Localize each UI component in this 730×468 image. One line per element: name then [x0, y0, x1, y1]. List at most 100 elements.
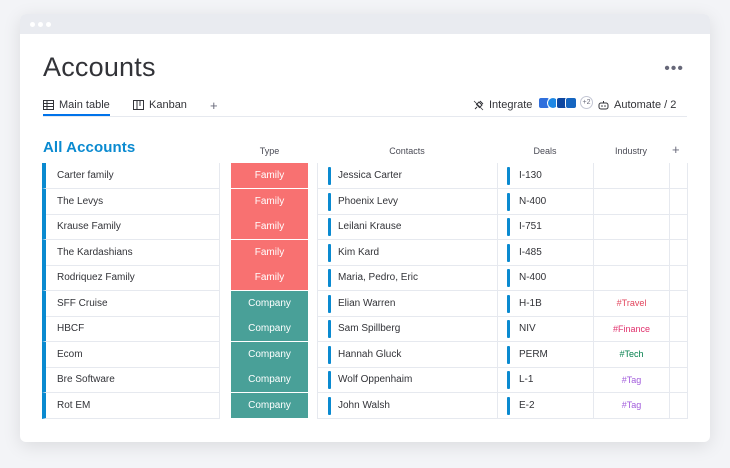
industry-cell[interactable]: #Tag [593, 367, 669, 393]
deal-code: L-1 [519, 374, 534, 385]
deal-cell[interactable]: N-400 [497, 265, 593, 291]
industry-cell[interactable]: #Tag [593, 392, 669, 419]
deal-code: I-130 [519, 170, 542, 181]
account-name: Rodriquez Family [57, 272, 135, 283]
contact-cell[interactable]: Maria, Pedro, Eric [317, 265, 497, 291]
deal-cell[interactable]: NIV [497, 316, 593, 342]
industry-cell[interactable] [593, 163, 669, 189]
type-label: Family [254, 195, 285, 207]
type-status-cell[interactable]: Family [231, 265, 308, 291]
column-header-contacts[interactable]: Contacts [389, 146, 425, 156]
industry-cell[interactable] [593, 214, 669, 240]
type-status-cell[interactable]: Family [231, 163, 308, 189]
integration-icons[interactable]: +2 [538, 96, 593, 109]
tab-kanban[interactable]: Kanban [133, 99, 187, 111]
robot-icon [598, 101, 609, 110]
deal-code: N-400 [519, 195, 547, 207]
industry-cell[interactable]: #Tech [593, 341, 669, 368]
account-name: Ecom [57, 348, 83, 360]
type-status-cell[interactable]: Company [231, 290, 308, 317]
contact-cell[interactable]: Phoenix Levy [317, 188, 497, 215]
empty-cell [669, 367, 688, 393]
account-name-cell[interactable]: Ecom [42, 341, 220, 368]
contact-name: Leilani Krause [338, 221, 402, 232]
deal-code: I-751 [519, 221, 542, 232]
type-status-cell[interactable]: Company [231, 367, 308, 393]
page-title: Accounts [43, 52, 156, 82]
contact-cell[interactable]: Kim Kard [317, 239, 497, 266]
table-row[interactable]: Krause Family Family Leilani Krause I-751 [42, 214, 688, 240]
table-row[interactable]: Rodriquez Family Family Maria, Pedro, Eric… [42, 265, 688, 291]
type-status-cell[interactable]: Company [231, 316, 308, 342]
contact-name: Jessica Carter [338, 170, 402, 181]
contact-cell[interactable]: Sam Spillberg [317, 316, 497, 342]
column-header-industry[interactable]: Industry [614, 146, 647, 156]
contact-cell[interactable]: Elian Warren [317, 290, 497, 317]
industry-cell[interactable]: #Travel [593, 290, 669, 317]
empty-cell [669, 214, 688, 240]
account-name: SFF Cruise [57, 297, 108, 309]
contact-cell[interactable]: John Walsh [317, 392, 497, 419]
deal-cell[interactable]: I-130 [497, 163, 593, 189]
table-row[interactable]: Bre Software Company Wolf Oppenhaim L-1 #Tag [42, 367, 688, 393]
industry-cell[interactable] [593, 265, 669, 291]
group-title[interactable]: All Accounts [43, 139, 136, 156]
industry-cell[interactable]: #Finance [593, 316, 669, 342]
table-row[interactable]: SFF Cruise Company Elian Warren H-1B #Travel [42, 290, 688, 317]
add-column-button[interactable]: + [672, 142, 680, 157]
window-titlebar [20, 14, 710, 34]
table-row[interactable]: Rot EM Company John Walsh E-2 #Tag [42, 392, 688, 419]
type-status-cell[interactable]: Family [231, 239, 308, 266]
account-name: The Levys [57, 195, 104, 207]
account-name-cell[interactable]: SFF Cruise [42, 290, 220, 317]
account-name: Krause Family [57, 221, 121, 232]
deal-cell[interactable]: I-485 [497, 239, 593, 266]
column-header-type[interactable]: Type [259, 146, 280, 156]
table-row[interactable]: The Levys Family Phoenix Levy N-400 [42, 188, 688, 215]
account-name-cell[interactable]: Carter family [42, 163, 220, 189]
type-label: Company [248, 374, 291, 385]
account-name-cell[interactable]: The Kardashians [42, 239, 220, 266]
contact-cell[interactable]: Jessica Carter [317, 163, 497, 189]
integrate-button[interactable]: Integrate [473, 99, 532, 111]
account-name-cell[interactable]: Rot EM [42, 392, 220, 419]
deal-code: H-1B [519, 297, 542, 309]
industry-cell[interactable] [593, 239, 669, 266]
contact-name: Wolf Oppenhaim [338, 374, 413, 385]
account-name-cell[interactable]: Krause Family [42, 214, 220, 240]
kanban-icon [133, 100, 144, 110]
column-header-deals[interactable]: Deals [533, 146, 557, 156]
account-name-cell[interactable]: HBCF [42, 316, 220, 342]
deal-cell[interactable]: I-751 [497, 214, 593, 240]
type-status-cell[interactable]: Company [231, 392, 308, 419]
table-row[interactable]: Carter family Family Jessica Carter I-130 [42, 163, 688, 189]
table-row[interactable]: HBCF Company Sam Spillberg NIV #Finance [42, 316, 688, 342]
type-label: Company [248, 323, 291, 334]
type-status-cell[interactable]: Family [231, 188, 308, 215]
table-row[interactable]: The Kardashians Family Kim Kard I-485 [42, 239, 688, 266]
contact-cell[interactable]: Wolf Oppenhaim [317, 367, 497, 393]
industry-cell[interactable] [593, 188, 669, 215]
add-view-button[interactable]: + [210, 98, 218, 113]
empty-cell [669, 163, 688, 189]
contact-cell[interactable]: Hannah Gluck [317, 341, 497, 368]
empty-cell [669, 341, 688, 368]
account-name-cell[interactable]: The Levys [42, 188, 220, 215]
deal-cell[interactable]: PERM [497, 341, 593, 368]
table-row[interactable]: Ecom Company Hannah Gluck PERM #Tech [42, 341, 688, 368]
deal-cell[interactable]: H-1B [497, 290, 593, 317]
type-status-cell[interactable]: Family [231, 214, 308, 240]
type-label: Company [248, 399, 291, 411]
deal-code: NIV [519, 323, 536, 334]
more-options-icon[interactable]: ••• [664, 60, 684, 77]
deal-cell[interactable]: E-2 [497, 392, 593, 419]
contact-cell[interactable]: Leilani Krause [317, 214, 497, 240]
deal-cell[interactable]: L-1 [497, 367, 593, 393]
plug-icon [473, 100, 484, 110]
account-name-cell[interactable]: Bre Software [42, 367, 220, 393]
deal-cell[interactable]: N-400 [497, 188, 593, 215]
tab-main-table[interactable]: Main table [43, 99, 110, 116]
account-name-cell[interactable]: Rodriquez Family [42, 265, 220, 291]
type-status-cell[interactable]: Company [231, 341, 308, 368]
automate-button[interactable]: Automate / 2 [598, 99, 676, 111]
